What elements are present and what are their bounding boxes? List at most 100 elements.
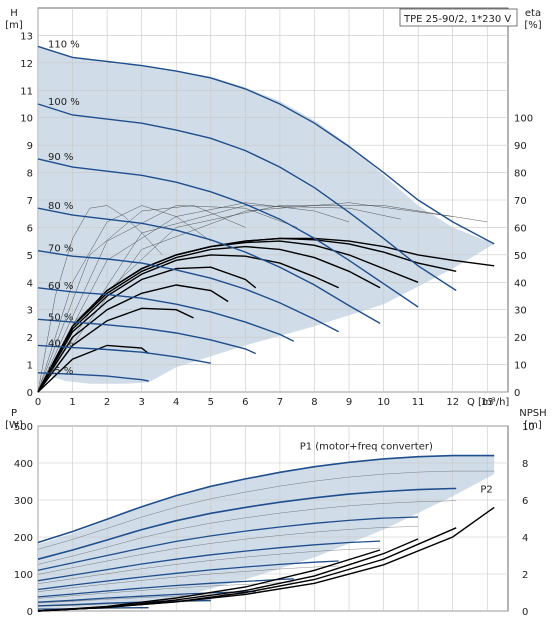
power-npsh-panel: 0 100 200 300 400 500 0 2 4 6 8 10 P1 (motor+freq co… bbox=[5, 408, 547, 618]
power-curve-thin bbox=[37, 565, 339, 592]
y-left-tick-label: 4 bbox=[27, 278, 33, 289]
x-tick-label: 9 bbox=[346, 397, 352, 408]
power-curve-thin bbox=[37, 470, 495, 550]
x-tick-label: 13 bbox=[481, 397, 494, 408]
y-right-tick-label: 60 bbox=[514, 223, 527, 234]
hydraulic-efficiency-curve bbox=[37, 205, 163, 393]
y-right-tick-label: 70 bbox=[514, 196, 527, 207]
efficiency-curve bbox=[37, 344, 150, 393]
operating-range-fill bbox=[38, 455, 495, 610]
y-left-tick-label: 200 bbox=[14, 533, 33, 544]
p2-curve bbox=[37, 487, 457, 560]
y-right-tick-label: 2 bbox=[522, 570, 528, 581]
y-left-tick-label: 100 bbox=[14, 570, 33, 581]
speed-label: 25 % bbox=[48, 366, 73, 377]
y-left-axis-title: H bbox=[10, 8, 18, 19]
y-left-tick-label: 6 bbox=[27, 223, 33, 234]
y-left-tick-label: 7 bbox=[27, 196, 33, 207]
y-right-tick-label: 80 bbox=[514, 169, 527, 180]
x-tick-label: 7 bbox=[277, 397, 283, 408]
head-efficiency-panel: 0 1 2 3 4 5 6 7 8 9 10 11 12 130123456789101112130102… bbox=[5, 7, 542, 408]
y-left-tick-label: 13 bbox=[20, 31, 33, 42]
p2-label: P2 bbox=[480, 485, 492, 496]
operating-range-fill bbox=[38, 46, 495, 387]
y-left-tick-label: 8 bbox=[27, 169, 33, 180]
y-right-tick-label: 4 bbox=[522, 533, 528, 544]
chart-title: TPE 25-90/2, 1*230 V bbox=[403, 14, 511, 25]
y-right-tick-label: 90 bbox=[514, 141, 527, 152]
power-curve bbox=[37, 578, 294, 598]
speed-label: 90 % bbox=[48, 152, 73, 163]
y-left-tick-label: 10 bbox=[20, 114, 33, 125]
y-left-tick-label: 0 bbox=[27, 607, 33, 618]
x-tick-label: 2 bbox=[104, 397, 110, 408]
y-right-tick-label: 100 bbox=[514, 114, 533, 125]
head-curve bbox=[37, 372, 149, 382]
head-curve bbox=[37, 207, 381, 325]
y-right-tick-label: 10 bbox=[514, 361, 527, 372]
y-left-axis-title: P bbox=[11, 408, 17, 419]
y-left-tick-label: 0 bbox=[27, 388, 33, 399]
power-curve-thin bbox=[37, 581, 294, 599]
efficiency-curve bbox=[37, 266, 257, 393]
hydraulic-efficiency-curve bbox=[37, 205, 298, 393]
x-tick-label: 5 bbox=[208, 397, 214, 408]
y-right-tick-label: 6 bbox=[522, 496, 528, 507]
y-right-tick-label: 40 bbox=[514, 278, 527, 289]
head-curve bbox=[37, 318, 256, 355]
y-left-tick-label: 5 bbox=[27, 251, 33, 262]
efficiency-curve bbox=[37, 240, 419, 393]
y-right-axis-unit: [%] bbox=[524, 20, 541, 31]
speed-label: 80 % bbox=[48, 201, 73, 212]
y-right-tick-label: 0 bbox=[522, 607, 528, 618]
speed-label: 50 % bbox=[48, 312, 73, 323]
y-left-tick-label: 2 bbox=[27, 333, 33, 344]
efficiency-curve bbox=[37, 307, 194, 393]
y-right-axis-unit: [m] bbox=[524, 420, 542, 431]
power-curve bbox=[37, 516, 419, 571]
speed-label: 70 % bbox=[48, 244, 73, 255]
y-right-tick-label: 8 bbox=[522, 459, 528, 470]
x-tick-label: 4 bbox=[173, 397, 179, 408]
hydraulic-efficiency-curve bbox=[72, 205, 488, 324]
y-left-axis-unit: [m] bbox=[5, 20, 23, 31]
x-tick-label: 1 bbox=[69, 397, 75, 408]
y-left-tick-label: 1 bbox=[27, 361, 33, 372]
y-right-axis-title: NPSH bbox=[519, 408, 546, 419]
hydraulic-efficiency-curve bbox=[37, 202, 350, 393]
y-left-tick-label: 11 bbox=[20, 86, 33, 97]
head-curve bbox=[37, 287, 295, 342]
head-curve bbox=[37, 45, 495, 245]
head-curve bbox=[37, 250, 340, 333]
x-tick-label: 10 bbox=[377, 397, 390, 408]
x-tick-label: 0 bbox=[35, 397, 41, 408]
efficiency-curve bbox=[37, 245, 381, 393]
y-left-tick-label: 9 bbox=[27, 141, 33, 152]
x-axis-title: Q [m³/h] bbox=[467, 397, 509, 408]
power-curve-thin bbox=[37, 547, 381, 584]
efficiency-curve bbox=[37, 254, 339, 393]
speed-label: 60 % bbox=[48, 281, 73, 292]
hydraulic-efficiency-curve bbox=[37, 205, 246, 393]
y-left-tick-label: 400 bbox=[14, 459, 33, 470]
power-curve-thin bbox=[37, 526, 419, 575]
y-right-tick-label: 20 bbox=[514, 333, 527, 344]
chart-title-box: TPE 25-90/2, 1*230 V bbox=[399, 8, 518, 27]
head-curve bbox=[37, 158, 419, 308]
y-right-tick-label: 10 bbox=[522, 422, 535, 433]
y-right-tick-label: 50 bbox=[514, 251, 527, 262]
p1-curve bbox=[37, 454, 495, 544]
y-left-axis-unit: [W] bbox=[5, 420, 23, 431]
power-curve bbox=[37, 560, 339, 591]
head-curve bbox=[37, 344, 211, 364]
speed-label: 40 % bbox=[48, 338, 73, 349]
x-tick-label: 6 bbox=[242, 397, 248, 408]
x-tick-label: 3 bbox=[138, 397, 144, 408]
x-tick-label: 8 bbox=[311, 397, 317, 408]
y-left-tick-label: 3 bbox=[27, 306, 33, 317]
y-left-tick-label: 500 bbox=[14, 422, 33, 433]
npsh-curve bbox=[37, 549, 381, 612]
power-curve-thin bbox=[37, 500, 457, 565]
efficiency-curve bbox=[37, 284, 229, 393]
